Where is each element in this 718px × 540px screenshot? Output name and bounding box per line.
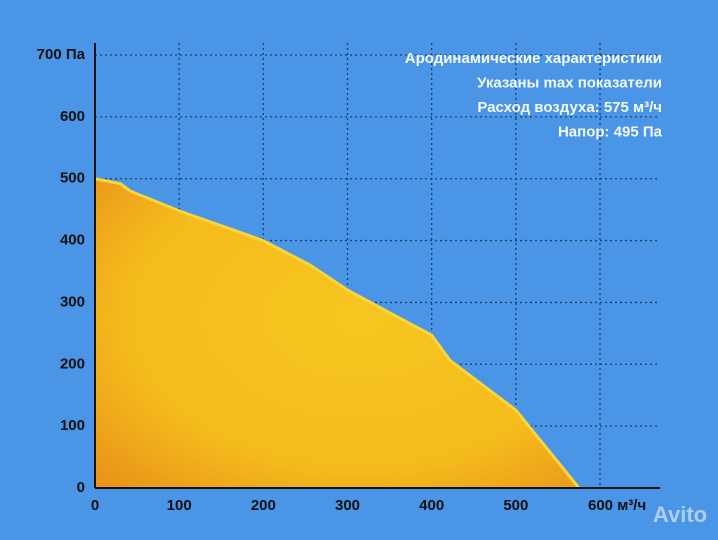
y-tick-label: 700 Па bbox=[37, 46, 86, 63]
y-tick-label: 600 bbox=[60, 108, 85, 125]
annotation: Расход воздуха: 575 м³/ч bbox=[477, 99, 662, 116]
watermark: Avito bbox=[653, 502, 707, 527]
annotation: Указаны max показатели bbox=[477, 74, 662, 91]
y-tick-label: 500 bbox=[60, 170, 85, 187]
y-tick-label: 400 bbox=[60, 232, 85, 249]
x-tick-label: 400 bbox=[419, 497, 444, 514]
area-outline bbox=[94, 177, 581, 489]
x-tick-label: 300 bbox=[335, 497, 360, 514]
annotation: Напор: 495 Па bbox=[558, 123, 663, 140]
y-tick-label: 100 bbox=[60, 417, 85, 434]
y-tick-label: 0 bbox=[77, 479, 85, 496]
annotations: Ародинамические характеристики Указаны ma… bbox=[405, 50, 663, 141]
x-tick-label: 0 bbox=[91, 497, 99, 514]
x-tick-label: 600 м³/ч bbox=[588, 497, 646, 514]
area bbox=[95, 178, 579, 488]
annotation: Ародинамические характеристики bbox=[405, 50, 662, 67]
x-tick-label: 100 bbox=[167, 497, 192, 514]
x-tick-label: 200 bbox=[251, 497, 276, 514]
y-tick-label: 200 bbox=[60, 355, 85, 372]
x-tick-label: 500 bbox=[503, 497, 528, 514]
y-tick-label: 300 bbox=[60, 293, 85, 310]
